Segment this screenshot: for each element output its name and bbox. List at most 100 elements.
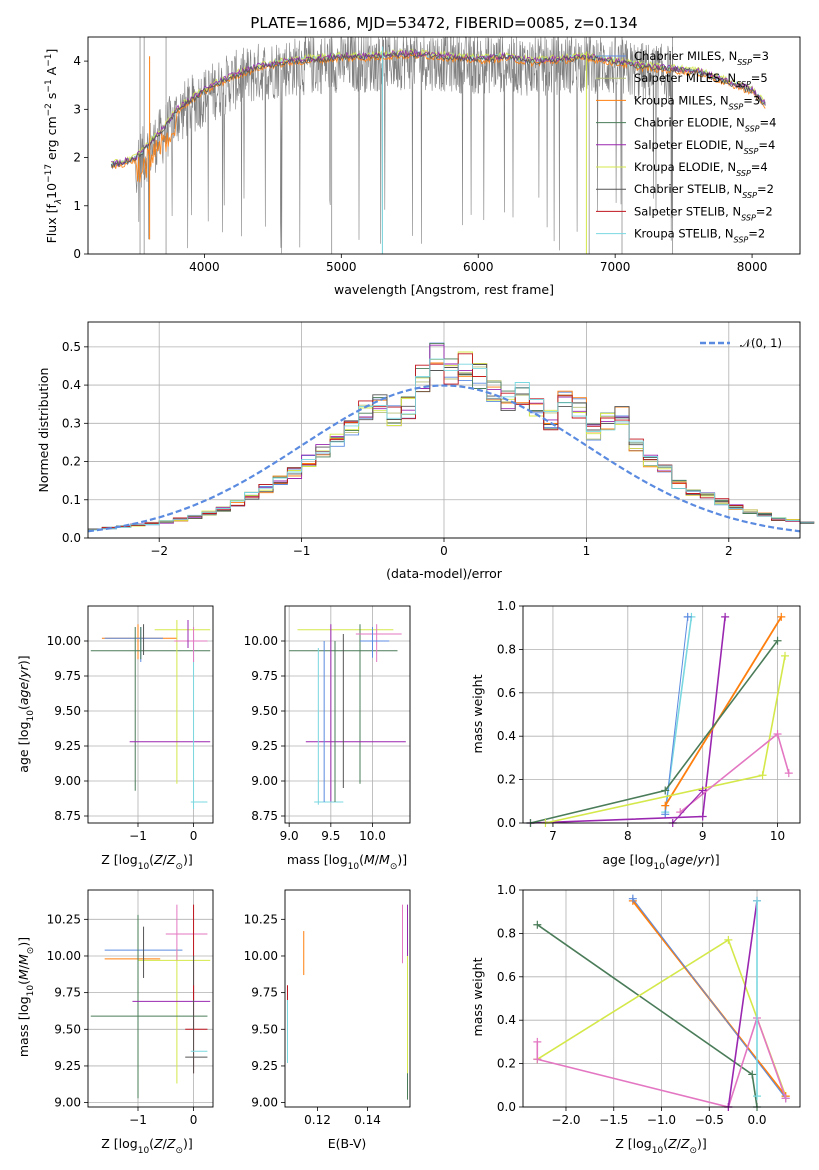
weight-vs-age-series-5 [545,655,786,824]
residuals-axes: −2 −1 0 1 2 0.0 0.1 0.2 0.3 0.4 0.5 𝒩(0, 1) (data-… [36,321,815,581]
mass-vs-metallicity-ytick-label: 9.50 [54,1022,81,1036]
mass-vs-metallicity-ylabel: mass [log10(M/M⊙)] [16,937,36,1057]
spectrum-ytick-label: 4 [73,54,81,68]
spectrum-model-line-salpeter-elodie [111,49,766,167]
legend-label-kroupa-elodie: Kroupa ELODIE, NSSP=4 [634,160,768,178]
age-vs-mass-ytick-label: 9.50 [251,704,278,718]
weight-vs-metallicity-marker [533,1055,542,1064]
legend-label-chabrier-stelib: Chabrier STELIB, NSSP=2 [634,182,774,200]
spectrum-ytick-label: 3 [73,102,81,116]
weight-vs-age-axes: 7 8 9 10 0.0 0.2 0.4 0.6 0.8 1.0 age [log10(age/y… [470,599,801,872]
weight-vs-metallicity-ytick-label: 0.4 [497,1013,516,1027]
weight-vs-age-ytick-label: 0.0 [497,816,516,830]
weight-vs-metallicity-xtick-label: −1.5 [599,1113,628,1127]
age-vs-mass-xtick-label: 9.5 [321,829,340,843]
weight-vs-age-marker [773,730,782,739]
weight-vs-age-xtick-label: 9 [699,829,707,843]
age-vs-metallicity-xlabel: Z [log10(Z/Z⊙)] [101,852,193,872]
legend-label-salpeter-miles: Salpeter MILES, NSSP=5 [634,71,768,89]
weight-vs-age-ytick-label: 0.4 [497,729,516,743]
weight-vs-age-marker [781,651,790,660]
weight-vs-metallicity-series-5 [727,900,758,1108]
mass-vs-ebv-axes: 0.12 0.14 9.00 9.25 9.50 9.75 10.00 10.25 E(B-V… [244,889,411,1151]
spectrum-data: 4000 5000 6000 7000 8000 0 1 2 3 4 [73,36,801,274]
weight-vs-metallicity-ytick-label: 0.2 [497,1057,516,1071]
residuals-hist-salpeter-elodie [88,344,815,531]
residuals-xtick-label: 0 [440,544,448,558]
legend-label-kroupa-stelib: Kroupa STELIB, NSSP=2 [634,227,765,245]
residuals-ytick-label: 0.1 [62,493,81,507]
mass-vs-ebv-ytick-label: 10.25 [244,912,278,926]
mass-vs-metallicity-ytick-label: 10.00 [47,949,81,963]
residuals-normal-curve [87,384,801,533]
weight-vs-metallicity-marker [533,920,542,929]
spectrum-ytick-label: 1 [73,199,81,213]
mass-vs-metallicity-xtick-label: 0 [190,1113,198,1127]
spectrum-xtick-label: 6000 [463,260,494,274]
weight-vs-age-marker [758,771,767,780]
weight-vs-age-series-3 [664,616,783,807]
spectrum-ytick-label: 2 [73,151,81,165]
weight-vs-metallicity-series-3 [632,898,787,1099]
mass-vs-ebv-data: 0.12 0.14 9.00 9.25 9.50 9.75 10.00 10.25 [244,889,411,1127]
weight-vs-age-marker [784,769,793,778]
mass-vs-metallicity-axes: −1 0 9.00 9.25 9.50 9.75 10.00 10.25 Z [log10(Z… [16,889,214,1156]
spectrum-ytick-label: 0 [73,247,81,261]
mass-vs-ebv-ytick-label: 9.00 [251,1096,278,1110]
residuals-frame [87,321,801,539]
spectrum-legend: Chabrier MILES, NSSP=3 Salpeter MILES, NS… [596,49,776,244]
residuals-xlabel: (data-model)/error [386,566,503,581]
age-vs-mass-xtick-label: 9.0 [280,829,299,843]
residuals-ytick-label: 0.0 [62,531,81,545]
residuals-ytick-label: 0.5 [62,340,81,354]
residuals-hist-kroupa-elodie [88,351,815,530]
weight-vs-metallicity-marker [753,1092,762,1101]
spectrum-ylabel: Flux [fλ10−17 erg cm−2 s−1 A−1] [44,49,64,244]
weight-vs-age-series-7 [672,790,704,824]
weight-vs-age-ytick-label: 0.2 [497,773,516,787]
age-vs-mass-xtick-label: 10.0 [359,829,386,843]
weight-vs-age-xtick-label: 10 [770,829,785,843]
age-vs-mass-ytick-label: 9.25 [251,739,278,753]
weight-vs-metallicity-ylabel: mass weight [470,957,485,1036]
mass-vs-ebv-xtick-label: 0.14 [354,1113,381,1127]
weight-vs-metallicity-marker [748,1070,757,1079]
age-vs-metallicity-ytick-label: 9.25 [54,739,81,753]
age-vs-mass-ytick-label: 10.00 [244,634,278,648]
weight-vs-age-marker [698,786,707,795]
weight-vs-metallicity-xtick-label: −0.5 [695,1113,724,1127]
weight-vs-age-xtick-label: 8 [624,829,632,843]
weight-vs-metallicity-ytick-label: 0.0 [497,1100,516,1114]
mass-vs-metallicity-frame [87,889,214,1108]
age-vs-metallicity-frame [87,605,214,824]
weight-vs-metallicity-ytick-label: 0.6 [497,970,516,984]
weight-vs-age-series-1 [664,616,689,815]
spectrum-axes: 4000 5000 6000 7000 8000 0 1 2 3 4 Chabrier MILES… [44,36,801,297]
weight-vs-metallicity-xtick-label: 0.0 [747,1113,766,1127]
weight-vs-age-frame [522,605,801,824]
weight-vs-age-marker [683,612,692,621]
age-vs-metallicity-xtick-label: −1 [129,829,147,843]
weight-vs-age-marker [661,801,670,810]
age-vs-metallicity-ytick-label: 9.75 [54,669,81,683]
mass-vs-ebv-ytick-label: 9.75 [251,986,278,1000]
mass-vs-ebv-ytick-label: 9.25 [251,1059,278,1073]
legend-label-chabrier-miles: Chabrier MILES, NSSP=3 [634,49,769,67]
spectrum-model-line-kroupa-miles [110,52,766,183]
spectrum-xlabel: wavelength [Angstrom, rest frame] [334,282,554,297]
residuals-ytick-label: 0.2 [62,455,81,469]
weight-vs-age-series-6 [679,732,790,813]
age-vs-metallicity-ylabel: age [log10(age/yr)] [16,655,36,772]
weight-vs-metallicity-axes: −2.0 −1.5 −1.0 −0.5 0.0 0.0 0.2 0.4 0.6 0.8 1.0 Z … [470,883,801,1156]
weight-vs-metallicity-xlabel: Z [log10(Z/Z⊙)] [615,1136,707,1156]
age-vs-mass-ytick-label: 8.75 [251,809,278,823]
legend-label-salpeter-elodie: Salpeter ELODIE, NSSP=4 [634,138,775,156]
age-vs-metallicity-axes: −1 0 8.75 9.00 9.25 9.50 9.75 10.00 Z [log10(Z/… [16,605,214,872]
figure-title: PLATE=1686, MJD=53472, FIBERID=0085, z=0… [250,14,637,32]
age-vs-metallicity-ytick-label: 8.75 [54,809,81,823]
spectrum-model-line-chabrier-stelib [110,50,766,170]
weight-vs-metallicity-marker [628,894,637,903]
mass-vs-ebv-ytick-label: 9.50 [251,1022,278,1036]
residuals-hist-chabrier-elodie [88,342,815,531]
